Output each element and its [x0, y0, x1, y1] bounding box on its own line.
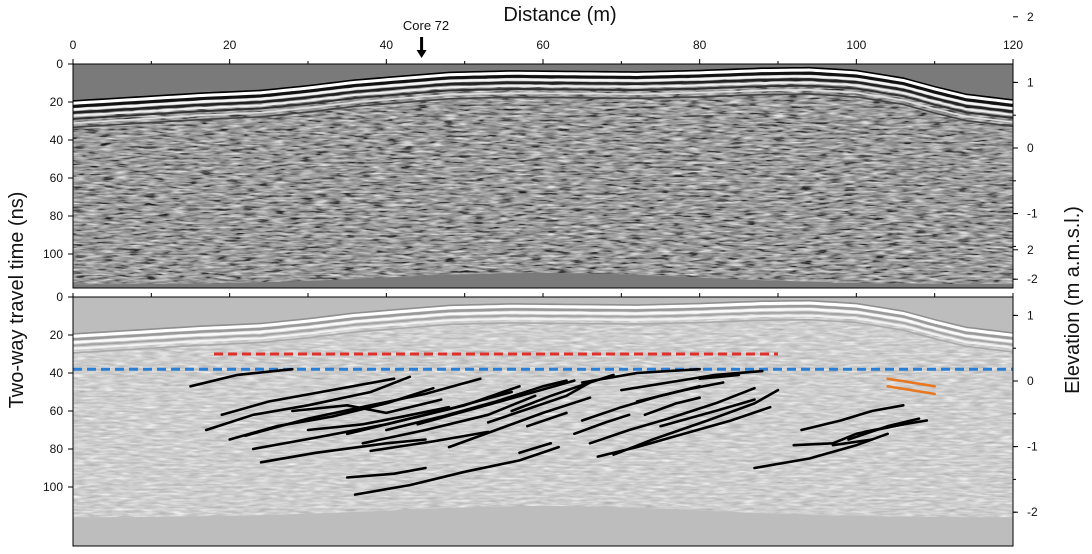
black-reflector [573, 413, 631, 436]
time-tick-label: 0 [56, 57, 63, 71]
orange-reflector [886, 377, 936, 388]
x-tick-label: 120 [1003, 38, 1023, 52]
black-reflector [306, 405, 451, 432]
black-reflector [189, 367, 294, 388]
elevation-tick-label: -1 [1027, 440, 1038, 454]
black-reflector [612, 388, 780, 457]
time-tick-label: 100 [43, 480, 63, 494]
elevation-tick-label: -2 [1027, 505, 1038, 519]
black-reflector [244, 377, 482, 438]
black-reflector [862, 419, 929, 434]
surface-band [73, 78, 1013, 114]
surface-band [73, 311, 1013, 347]
time-tick-label: 60 [50, 171, 64, 185]
black-reflector [486, 381, 592, 424]
elevation-tick-label: -1 [1027, 207, 1038, 221]
radargram-top-layers [73, 64, 1013, 129]
black-reflector [291, 398, 443, 415]
time-tick-label: 80 [50, 209, 64, 223]
black-reflector [635, 381, 725, 403]
black-reflector [588, 386, 756, 445]
time-tick-label: 0 [56, 290, 63, 304]
panel-bottom [73, 297, 1013, 546]
interpretation-overlay [73, 352, 1013, 496]
elevation-tick-label: 0 [1027, 374, 1034, 388]
surface-band [73, 301, 1013, 338]
surface-band [73, 318, 1013, 354]
air-zone-bottom [73, 297, 1013, 334]
black-reflector [345, 466, 427, 479]
right-axis-title: Elevation (m a.m.s.l.) [1062, 206, 1084, 394]
surface-band [73, 308, 1013, 344]
black-reflector [659, 398, 756, 428]
elevation-tick-label: 2 [1027, 243, 1034, 257]
elevation-tick-label: 2 [1027, 10, 1034, 24]
x-axis-title: Distance (m) [503, 4, 616, 26]
left-axis-title: Two-way travel time (ns) [6, 192, 28, 409]
elevation-tick-label: -2 [1027, 272, 1038, 286]
elevation-tick-label: 1 [1027, 308, 1034, 322]
orange-reflector [886, 384, 936, 396]
black-reflector [447, 396, 592, 449]
time-tick-label: 40 [50, 133, 64, 147]
panel-border [72, 296, 1014, 547]
core-arrow-head [416, 50, 427, 58]
surface-band [73, 75, 1013, 111]
time-tick-label: 80 [50, 442, 64, 456]
x-tick-label: 80 [693, 38, 707, 52]
surface-band [73, 314, 1013, 350]
time-tick-label: 20 [50, 328, 64, 342]
x-tick-label: 100 [846, 38, 866, 52]
elevation-tick-label: 1 [1027, 75, 1034, 89]
black-reflector [361, 394, 537, 445]
panel-top [73, 64, 1013, 288]
core-label: Core 72 [403, 18, 449, 33]
surface-band [73, 93, 1013, 129]
surface-band [73, 71, 1013, 108]
surface-band [73, 304, 1013, 341]
black-reflector [204, 375, 412, 432]
surface-band [73, 84, 1013, 120]
elevation-tick-label: 0 [1027, 141, 1034, 155]
x-tick-label: 60 [536, 38, 550, 52]
black-reflector [518, 441, 553, 455]
black-reflector [620, 369, 764, 392]
time-tick-label: 40 [50, 366, 64, 380]
black-reflector [416, 379, 576, 426]
x-tick-label: 40 [380, 38, 394, 52]
base-fade-top [73, 273, 1013, 288]
black-reflector [800, 403, 905, 432]
time-tick-label: 60 [50, 404, 64, 418]
base-fade-bottom [73, 506, 1013, 546]
black-reflector [220, 377, 396, 417]
x-tick-label: 0 [70, 38, 77, 52]
air-zone-top [73, 64, 1013, 101]
surface-band [73, 81, 1013, 117]
panel-border [72, 63, 1014, 289]
black-reflector [831, 438, 874, 447]
surface-band [73, 68, 1013, 105]
black-reflector [580, 367, 701, 384]
black-reflector [643, 396, 701, 417]
time-tick-label: 100 [43, 247, 63, 261]
x-tick-label: 20 [223, 38, 237, 52]
black-reflector [353, 445, 560, 496]
surface-band [73, 89, 1013, 124]
axes: 0 20 40 60 80 100 120020406080100210-1-2020406… [43, 10, 1038, 547]
black-reflector [698, 373, 741, 381]
black-reflector [259, 438, 427, 464]
black-reflector [345, 384, 521, 436]
black-reflector [526, 411, 568, 428]
black-reflector [369, 430, 490, 453]
time-tick-label: 20 [50, 95, 64, 109]
